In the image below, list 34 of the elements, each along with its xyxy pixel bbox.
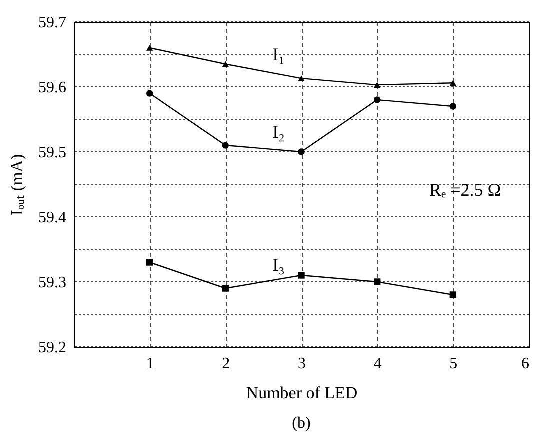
point [374,96,381,104]
point [146,259,154,266]
point [374,82,381,88]
x-tick-label: 1 [146,356,154,372]
y-axis-title: Iₒᵤₜ (mA) [8,154,26,216]
x-tick-label: 5 [450,356,458,372]
point [298,148,305,156]
point [222,61,230,68]
point [450,103,457,110]
series-label: I₁ [272,44,285,64]
y-tick-label: 59.6 [38,80,66,96]
y-tick-label: 59.2 [38,340,66,356]
point [222,142,230,149]
point [146,45,154,51]
point [146,90,154,97]
point [298,76,305,82]
x-tick-label: 4 [374,356,382,372]
text: (b) [292,415,311,432]
point [450,292,457,298]
x-tick-label: 3 [298,356,306,372]
point [374,278,381,286]
series-label: I₂ [272,122,285,142]
x-tick-label: 6 [522,356,530,372]
series-label: I₃ [272,255,285,275]
annotation: Rₑ =2.5 Ω [429,180,502,200]
y-tick-label: 59.3 [38,274,66,292]
point [450,80,457,86]
x-axis-title: Number of LED [246,384,358,402]
x-tick-label: 2 [222,356,230,372]
point [298,272,305,279]
y-tick-label: 59.5 [38,144,66,162]
y-tick-label: 59.7 [38,14,66,32]
point [222,285,230,292]
y-tick-label: 59.4 [38,210,66,226]
